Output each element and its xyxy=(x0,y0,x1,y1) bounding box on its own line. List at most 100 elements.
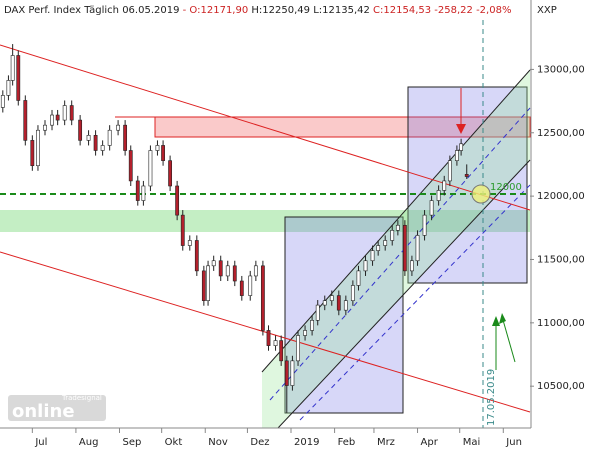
candle-body xyxy=(187,240,192,246)
candle-body xyxy=(422,214,427,236)
x-tick-label: Mai xyxy=(463,437,481,448)
candle-body xyxy=(363,260,368,272)
high-text: H:12250,49 xyxy=(251,5,310,16)
open-text: - O:12171,90 xyxy=(183,5,249,16)
candle-body xyxy=(402,224,407,272)
candle-body xyxy=(343,300,348,311)
candle-body xyxy=(225,265,230,277)
range-box xyxy=(284,216,404,414)
x-tick-label: Mrz xyxy=(377,437,395,448)
channel-line xyxy=(261,69,531,373)
candle-body xyxy=(303,330,307,336)
y-tick-label: 12000,00 xyxy=(537,191,585,202)
candle-body xyxy=(390,230,395,241)
candle-body xyxy=(6,80,11,96)
candle-body xyxy=(69,105,74,121)
x-tick-label: Sep xyxy=(122,437,141,448)
candle-body xyxy=(464,174,469,177)
candle-body xyxy=(296,335,300,362)
x-tick-label: Apr xyxy=(421,437,439,448)
candle-body xyxy=(180,214,185,246)
candle-body xyxy=(36,129,40,167)
candle-body xyxy=(100,145,105,151)
y-tick-label: 12500,00 xyxy=(537,128,585,139)
watermark-brand: Tradesignal xyxy=(61,394,102,402)
arrow-head xyxy=(492,316,500,326)
candle-body xyxy=(447,160,452,182)
candle-body xyxy=(284,360,289,386)
y-tick-label: 10500,00 xyxy=(537,381,585,392)
candle-body xyxy=(78,119,83,141)
candle-body xyxy=(148,150,153,187)
x-tick-label: 2019 xyxy=(294,437,319,448)
candle-body xyxy=(141,185,146,201)
candle-body xyxy=(383,240,388,246)
x-tick-label: Dez xyxy=(250,437,269,448)
candle-body xyxy=(315,304,320,321)
candle-body xyxy=(370,250,375,262)
candle-body xyxy=(135,180,140,201)
candle-body xyxy=(206,265,210,301)
candle-body xyxy=(442,180,447,191)
y-tick-label: 11500,00 xyxy=(537,254,585,265)
candle-body xyxy=(0,95,5,108)
candle-body xyxy=(376,245,381,251)
candle-body xyxy=(273,340,278,346)
candle-body xyxy=(93,135,98,151)
candle-body xyxy=(415,235,420,262)
candle-body xyxy=(290,360,295,386)
candle-body xyxy=(329,295,334,301)
x-tick-label: Nov xyxy=(208,437,228,448)
arrow-head xyxy=(456,124,466,134)
candle-body xyxy=(23,100,28,141)
trend-line xyxy=(0,251,531,413)
title: DAX Perf. Index Täglich xyxy=(4,5,119,16)
chart-title: DAX Perf. Index Täglich 06.05.2019 - O:1… xyxy=(4,5,511,16)
candle-body xyxy=(410,260,414,272)
candle-body xyxy=(55,114,60,121)
x-tick-label: Jul xyxy=(34,437,47,448)
candle-body xyxy=(161,145,165,161)
candle-body xyxy=(279,340,284,362)
candle-body xyxy=(123,124,128,151)
x-tick-label: Okt xyxy=(165,437,183,448)
low-text: L:12135,42 xyxy=(313,5,370,16)
candle-body xyxy=(62,105,67,121)
candle-body xyxy=(168,160,173,187)
currency: XXP xyxy=(537,5,557,16)
trend-channel xyxy=(262,70,530,428)
watermark-logo: online xyxy=(12,401,75,422)
candle-body xyxy=(16,55,21,101)
candle-body xyxy=(436,190,441,201)
y-tick-label: 13000,00 xyxy=(537,64,585,75)
candle-body xyxy=(211,260,216,267)
level-label: 12000 xyxy=(490,182,522,193)
candle-body xyxy=(429,200,434,216)
candle-body xyxy=(128,150,133,182)
trend-line xyxy=(0,44,531,211)
candle-body xyxy=(175,185,180,216)
date-label: 17.05.2019 xyxy=(486,369,497,426)
close-text: C:12154,53 -258,22 -2,08% xyxy=(373,5,511,16)
candle-body xyxy=(50,114,54,126)
candle-body xyxy=(395,224,400,231)
candle-body xyxy=(454,150,459,161)
channel-mid xyxy=(299,184,531,421)
candle-body xyxy=(350,285,355,301)
arrow xyxy=(502,319,516,363)
candle-body xyxy=(155,145,160,151)
candle-body xyxy=(459,143,464,151)
target-circle xyxy=(471,184,491,204)
candle-body xyxy=(336,295,341,311)
candle-body xyxy=(43,124,47,131)
y-tick-label: 11000,00 xyxy=(537,318,585,329)
candle-body xyxy=(86,135,91,141)
candle-body xyxy=(218,260,223,277)
candle-body xyxy=(260,265,265,331)
candle-body xyxy=(266,330,271,346)
candle-body xyxy=(310,319,314,331)
x-tick-label: Jun xyxy=(505,437,522,448)
channel-line xyxy=(277,159,531,429)
